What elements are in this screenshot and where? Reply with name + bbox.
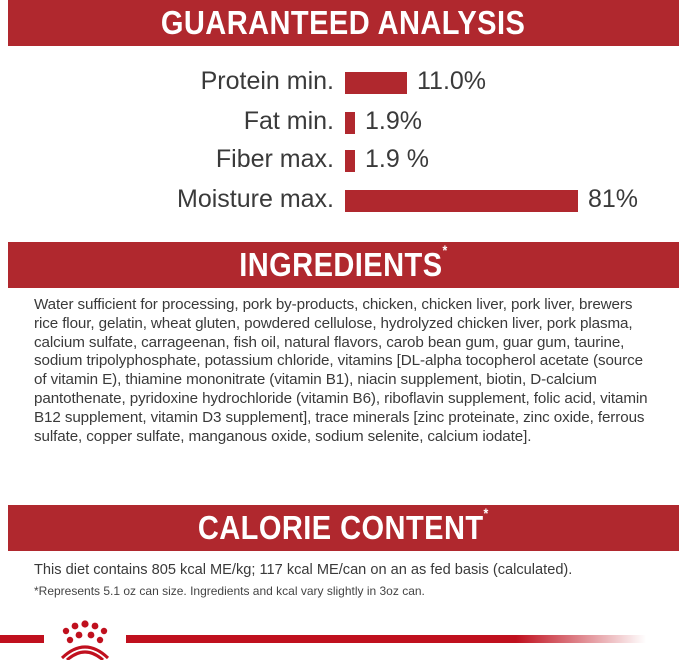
analysis-value: 11.0%	[417, 67, 487, 95]
ingredients-header: INGREDIENTS*	[8, 242, 679, 288]
guaranteed-analysis-title: GUARANTEED ANALYSIS	[161, 4, 526, 41]
calorie-asterisk: *	[483, 505, 489, 521]
analysis-value: 1.9 %	[365, 145, 429, 173]
analysis-label: Fat min.	[243, 107, 334, 135]
analysis-value: 1.9%	[365, 107, 422, 135]
ingredients-title: INGREDIENTS	[239, 246, 443, 283]
analysis-value: 81%	[588, 185, 639, 213]
analysis-row: Fat min. 1.9%	[0, 107, 679, 136]
analysis-row: Moisture max. 81%	[0, 185, 679, 214]
analysis-bar	[345, 150, 355, 172]
analysis-row: Fiber max. 1.9 %	[0, 145, 679, 174]
footer-line-left	[0, 635, 44, 643]
analysis-bar	[345, 112, 355, 134]
calorie-footnote: *Represents 5.1 oz can size. Ingredients…	[34, 584, 425, 598]
calorie-text: This diet contains 805 kcal ME/kg; 117 k…	[34, 562, 573, 578]
ingredients-text: Water sufficient for processing, pork by…	[34, 296, 648, 445]
ingredients-asterisk: *	[442, 242, 448, 258]
footer-line-right	[126, 635, 646, 643]
analysis-row: Protein min. 11.0%	[0, 67, 679, 96]
royal-canin-crown-icon	[60, 620, 110, 660]
analysis-label: Moisture max.	[177, 185, 334, 213]
guaranteed-analysis-header: GUARANTEED ANALYSIS	[8, 0, 679, 46]
analysis-bar	[345, 190, 578, 212]
analysis-label: Protein min.	[200, 67, 334, 95]
calorie-content-title: CALORIE CONTENT	[198, 509, 484, 546]
analysis-label: Fiber max.	[215, 145, 334, 173]
calorie-content-header: CALORIE CONTENT*	[8, 505, 679, 551]
analysis-bar	[345, 72, 407, 94]
